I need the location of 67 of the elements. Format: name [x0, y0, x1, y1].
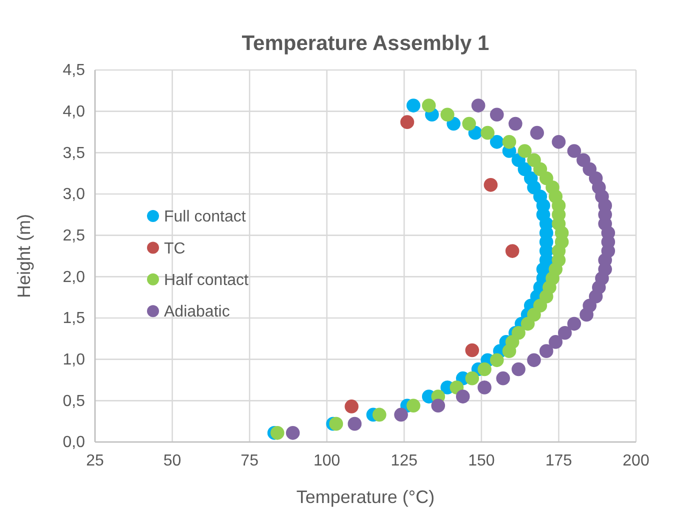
point	[348, 416, 362, 431]
point	[478, 362, 492, 376]
y-tick-label: 3,0	[62, 186, 86, 204]
legend-label: TC	[164, 240, 186, 258]
legend-label: Adiabatic	[164, 304, 230, 321]
point	[422, 98, 436, 112]
x-tick-label: 100	[314, 452, 340, 470]
legend-label: Full contact	[164, 208, 246, 226]
point	[431, 398, 446, 413]
point	[286, 426, 300, 440]
x-tick-label: 175	[545, 452, 572, 470]
point	[456, 390, 470, 404]
point	[518, 144, 532, 158]
y-tick-label: 4,5	[62, 62, 86, 80]
point	[558, 326, 572, 340]
y-tick-label: 4,0	[62, 103, 86, 120]
point	[527, 153, 541, 168]
point	[270, 426, 284, 440]
point	[372, 408, 386, 422]
y-tick-label: 0,5	[62, 392, 86, 410]
point	[465, 343, 480, 358]
point	[329, 416, 344, 431]
point	[406, 98, 420, 112]
x-axis-title: Temperature (°C)	[296, 487, 435, 507]
point	[465, 371, 480, 386]
y-tick-label: 1,0	[62, 351, 86, 368]
point	[567, 316, 582, 331]
point	[484, 178, 498, 192]
x-tick-label: 25	[86, 452, 104, 470]
point	[505, 244, 520, 258]
point	[508, 116, 522, 131]
y-tick-label: 3,5	[62, 144, 86, 162]
y-tick-label: 0,0	[62, 434, 86, 452]
point	[567, 144, 582, 158]
point	[512, 326, 526, 340]
point	[548, 335, 563, 349]
point	[502, 135, 516, 149]
y-tick-label: 1,5	[62, 310, 86, 328]
x-tick-label: 150	[468, 452, 495, 470]
point	[344, 400, 358, 414]
point	[471, 98, 486, 112]
chart-title: Temperature Assembly 1	[242, 32, 490, 55]
point	[527, 353, 541, 368]
y-axis-title: Height (m)	[14, 214, 34, 298]
point	[490, 135, 504, 149]
point	[480, 126, 495, 140]
x-tick-label: 50	[163, 452, 182, 470]
point	[530, 126, 544, 140]
legend-label: Half contact	[164, 272, 250, 289]
point	[478, 380, 492, 394]
point	[490, 108, 504, 122]
point	[490, 353, 504, 368]
x-tick-label: 200	[622, 452, 650, 470]
point	[539, 344, 554, 358]
point	[552, 135, 566, 149]
x-tick-label: 125	[390, 452, 418, 470]
y-tick-label: 2,5	[62, 227, 86, 244]
point	[406, 398, 420, 413]
point	[400, 115, 414, 129]
point	[440, 108, 454, 122]
point	[462, 116, 476, 131]
y-tick-label: 2,0	[62, 268, 86, 286]
x-tick-label: 75	[240, 452, 259, 470]
point	[496, 371, 510, 386]
point	[576, 153, 590, 168]
point	[512, 362, 526, 376]
point	[394, 408, 408, 422]
